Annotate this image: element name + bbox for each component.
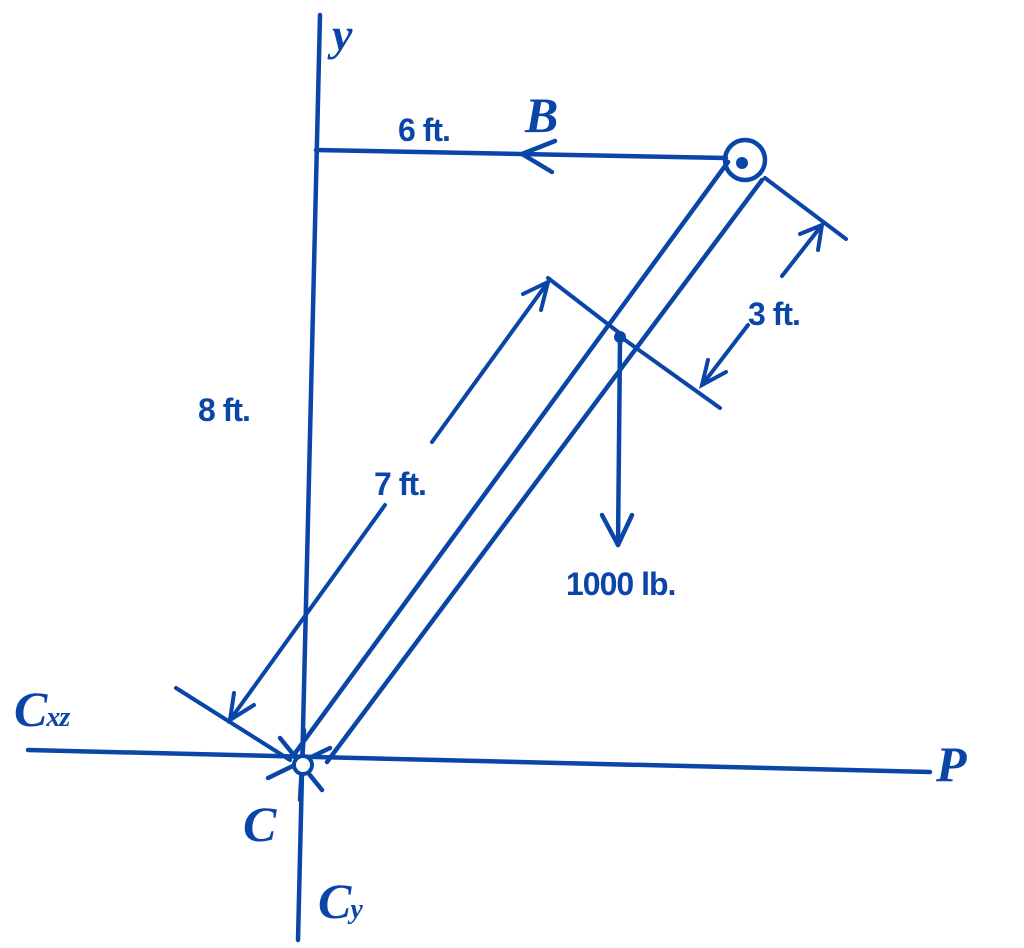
dim-3ft-label: 3 ft. <box>748 296 801 332</box>
dim-7ft-arrow-top-icon <box>521 278 551 312</box>
point-c-label: C <box>243 796 276 852</box>
dim-7ft-label: 7 ft. <box>374 466 427 502</box>
dim-3ft-line-top <box>780 223 824 278</box>
point-b-label: B <box>525 87 558 143</box>
load-line <box>615 337 623 548</box>
c-x-main: C <box>14 681 47 737</box>
dim-3ft-arrow-bottom-icon <box>699 358 728 389</box>
dim-3ft-extension-bottom <box>623 338 722 410</box>
dim-7ft-arrow-bottom-icon <box>227 691 256 724</box>
c-y-label: Cy <box>318 872 363 930</box>
force-b-arrowhead-icon <box>519 138 558 175</box>
force-p-label: P <box>936 736 967 792</box>
dim-6ft-label: 6 ft. <box>398 112 451 148</box>
bar-left-edge <box>290 159 731 759</box>
c-y-subscript: y <box>350 894 362 925</box>
pin-b-dot <box>736 157 748 169</box>
dim-7ft-line-top <box>430 280 550 444</box>
pin-c-icon <box>292 754 314 776</box>
dim-7ft-extension-bottom <box>174 686 292 762</box>
dim-8ft-label: 8 ft. <box>198 392 251 428</box>
dim-3ft-line-bottom <box>700 323 750 387</box>
c-x-subscript: xz <box>46 702 70 733</box>
load-point-dot <box>614 331 626 343</box>
y-axis-label: y <box>332 9 352 60</box>
bar-right-edge <box>324 177 765 765</box>
dim-7ft-extension-top <box>546 276 624 337</box>
dim-3ft-arrow-top-icon <box>798 221 825 252</box>
dim-7ft-line-bottom <box>228 503 387 722</box>
c-y-main: C <box>318 873 351 929</box>
load-label: 1000 lb. <box>566 566 676 602</box>
horizontal-axis-line <box>25 747 933 775</box>
load-arrowhead-icon <box>599 512 635 548</box>
c-x-label: Cxz <box>14 680 70 738</box>
dim-3ft-extension-top <box>763 176 848 241</box>
